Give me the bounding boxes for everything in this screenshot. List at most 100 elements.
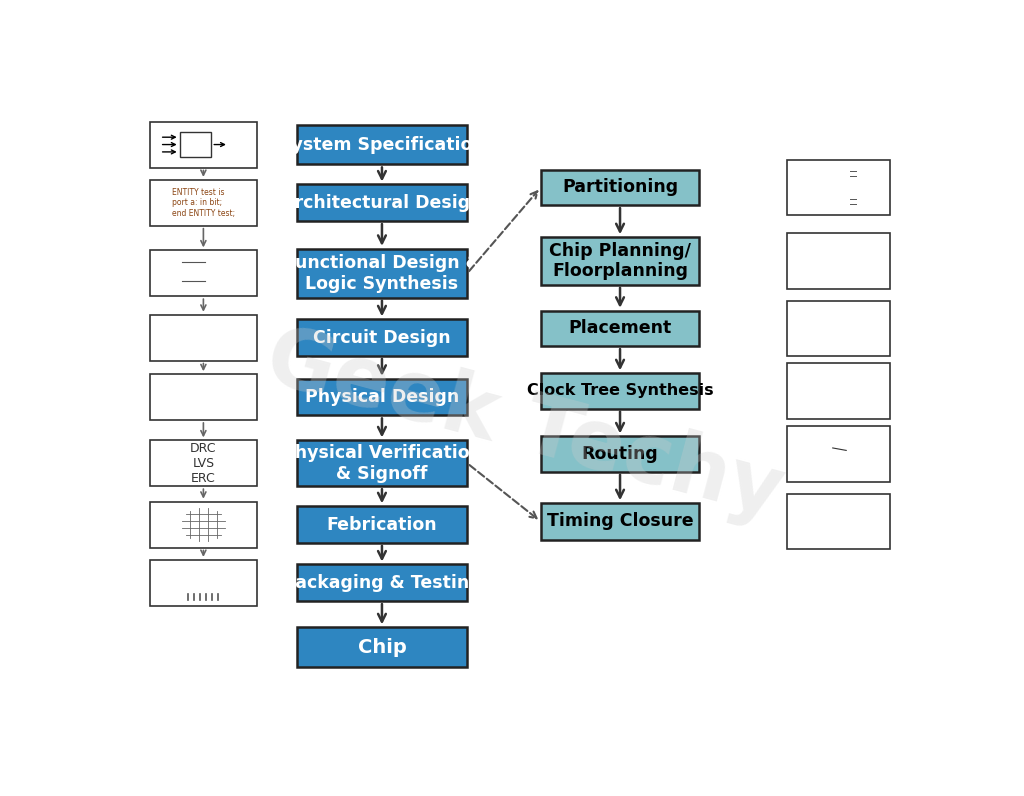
Circle shape <box>851 348 855 352</box>
FancyBboxPatch shape <box>150 501 257 548</box>
Text: Circuit Design: Circuit Design <box>313 329 451 346</box>
Circle shape <box>156 354 160 357</box>
Circle shape <box>195 337 200 340</box>
Circle shape <box>880 338 885 341</box>
Circle shape <box>156 401 160 404</box>
Circle shape <box>851 382 855 385</box>
FancyBboxPatch shape <box>541 503 699 540</box>
Circle shape <box>807 513 811 516</box>
Circle shape <box>821 446 825 448</box>
Text: Febrication: Febrication <box>327 516 437 533</box>
FancyBboxPatch shape <box>150 122 257 167</box>
Circle shape <box>821 498 825 501</box>
Text: Physical Design: Physical Design <box>305 388 459 406</box>
Circle shape <box>851 316 855 319</box>
FancyBboxPatch shape <box>541 373 699 408</box>
Circle shape <box>195 319 200 322</box>
Circle shape <box>231 401 236 404</box>
Circle shape <box>821 338 826 341</box>
Circle shape <box>181 328 186 331</box>
Circle shape <box>851 446 855 448</box>
Circle shape <box>247 390 251 393</box>
Circle shape <box>880 316 885 319</box>
Circle shape <box>807 396 811 400</box>
Circle shape <box>195 354 200 357</box>
Circle shape <box>851 431 855 434</box>
FancyBboxPatch shape <box>786 363 890 419</box>
Circle shape <box>880 305 885 309</box>
Circle shape <box>217 390 220 393</box>
Circle shape <box>865 316 869 319</box>
Circle shape <box>880 446 884 448</box>
Circle shape <box>156 319 160 322</box>
FancyBboxPatch shape <box>203 271 220 290</box>
FancyBboxPatch shape <box>810 520 819 529</box>
Circle shape <box>181 319 186 322</box>
Circle shape <box>837 446 841 448</box>
Circle shape <box>171 379 175 382</box>
Circle shape <box>793 326 797 330</box>
Circle shape <box>247 379 251 382</box>
Circle shape <box>233 354 239 357</box>
Text: Clock Tree Synthesis: Clock Tree Synthesis <box>526 384 714 399</box>
Polygon shape <box>822 540 828 545</box>
Text: Architectural Design: Architectural Design <box>282 193 482 212</box>
Circle shape <box>865 513 869 516</box>
FancyBboxPatch shape <box>786 301 890 356</box>
FancyBboxPatch shape <box>846 381 860 393</box>
Circle shape <box>156 379 160 382</box>
Circle shape <box>836 348 841 352</box>
Circle shape <box>231 379 236 382</box>
Circle shape <box>851 498 855 501</box>
Circle shape <box>821 431 825 434</box>
FancyBboxPatch shape <box>786 494 890 549</box>
FancyBboxPatch shape <box>788 161 837 186</box>
Circle shape <box>793 527 797 530</box>
Circle shape <box>837 527 841 530</box>
FancyBboxPatch shape <box>840 263 884 285</box>
Circle shape <box>233 337 239 340</box>
Circle shape <box>807 474 811 477</box>
FancyBboxPatch shape <box>842 510 859 523</box>
FancyBboxPatch shape <box>816 314 828 333</box>
Text: Chip Planning/
Floorplanning: Chip Planning/ Floorplanning <box>549 242 691 280</box>
FancyBboxPatch shape <box>150 440 257 486</box>
FancyBboxPatch shape <box>194 338 206 349</box>
Text: Routing: Routing <box>582 445 658 463</box>
Circle shape <box>156 390 160 393</box>
Circle shape <box>821 541 825 544</box>
Circle shape <box>807 527 811 530</box>
Circle shape <box>837 382 841 385</box>
Circle shape <box>851 541 855 544</box>
Text: DRC
LVS
ERC: DRC LVS ERC <box>190 442 217 485</box>
Circle shape <box>247 412 251 416</box>
FancyBboxPatch shape <box>541 436 699 472</box>
Circle shape <box>793 541 797 544</box>
Circle shape <box>171 390 175 393</box>
Text: Functional Design &
Logic Synthesis: Functional Design & Logic Synthesis <box>284 254 480 293</box>
Circle shape <box>793 396 797 400</box>
Circle shape <box>807 368 811 371</box>
Polygon shape <box>824 410 830 415</box>
Circle shape <box>793 348 797 352</box>
FancyBboxPatch shape <box>297 125 467 165</box>
Circle shape <box>247 345 252 349</box>
Circle shape <box>793 513 797 516</box>
Text: ENTITY test is
port a: in bit;
end ENTITY test;: ENTITY test is port a: in bit; end ENTIT… <box>172 188 234 217</box>
Circle shape <box>186 379 190 382</box>
Circle shape <box>202 412 206 416</box>
FancyBboxPatch shape <box>179 131 211 158</box>
Circle shape <box>821 316 826 319</box>
Circle shape <box>195 345 200 349</box>
FancyBboxPatch shape <box>830 456 849 467</box>
Circle shape <box>807 326 812 330</box>
FancyBboxPatch shape <box>841 161 888 186</box>
Circle shape <box>821 396 825 400</box>
Circle shape <box>793 498 797 501</box>
FancyBboxPatch shape <box>180 326 195 341</box>
Circle shape <box>865 498 869 501</box>
Circle shape <box>851 527 855 530</box>
FancyBboxPatch shape <box>150 374 257 420</box>
Circle shape <box>793 431 797 434</box>
Circle shape <box>168 328 173 331</box>
